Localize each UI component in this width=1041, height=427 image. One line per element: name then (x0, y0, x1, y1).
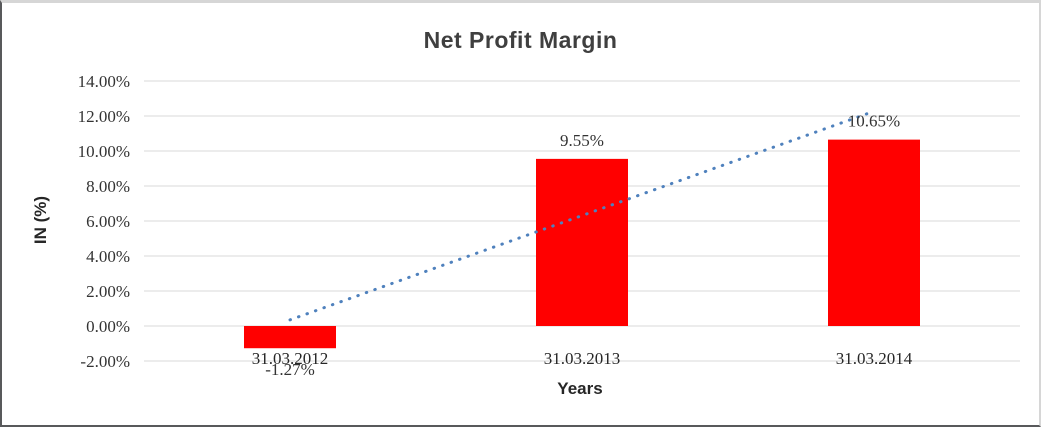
x-axis-title: Years (557, 379, 603, 398)
y-tick-label: 2.00% (86, 282, 130, 301)
y-tick-label: 0.00% (86, 317, 130, 336)
data-label: -1.27% (265, 360, 315, 379)
y-tick-label: 6.00% (86, 212, 130, 231)
y-tick-label: 8.00% (86, 177, 130, 196)
x-category-label: 31.03.2013 (544, 349, 621, 368)
y-tick-label: -2.00% (80, 352, 130, 371)
y-tick-label: 10.00% (78, 142, 130, 161)
y-tick-label: 12.00% (78, 107, 130, 126)
bar-31.03.2013 (536, 158, 628, 326)
chart-title: Net Profit Margin (423, 27, 618, 53)
bar-31.03.2012 (244, 326, 336, 349)
plot-area: 14.00% 12.00% 10.00% 8.00% 6.00% 4.00% 2.00% 0.… (78, 72, 1020, 379)
x-category-label: 31.03.2014 (836, 349, 913, 368)
bar-31.03.2014 (828, 139, 920, 326)
y-tick-label: 4.00% (86, 247, 130, 266)
x-category-label: 31.03.2012 (252, 349, 329, 368)
y-tick-label: 14.00% (78, 72, 130, 91)
data-label: 10.65% (848, 112, 900, 131)
data-label: 9.55% (560, 131, 604, 150)
